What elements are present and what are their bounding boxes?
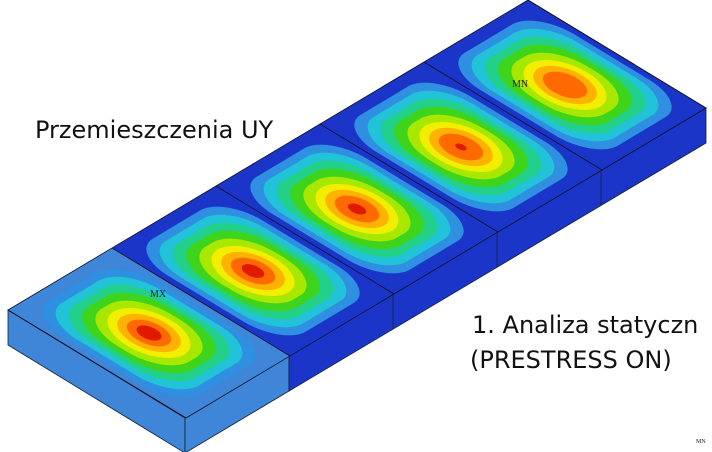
slab-top-face bbox=[8, 0, 706, 418]
contour-band bbox=[455, 143, 467, 151]
corner-marker: MN bbox=[696, 439, 706, 445]
panel-edge bbox=[216, 186, 394, 294]
min-marker: MN bbox=[512, 79, 528, 90]
contour-band bbox=[241, 264, 265, 278]
slab-outline bbox=[8, 0, 706, 418]
analysis-label: (PRESTRESS ON) bbox=[470, 346, 672, 374]
contour-band bbox=[136, 325, 162, 341]
analysis-label: 1. Analiza statyczn bbox=[472, 311, 698, 339]
panel-edges bbox=[392, 170, 602, 329]
contour-band bbox=[347, 203, 367, 215]
panel-edge bbox=[424, 62, 602, 170]
plot-title: Przemieszczenia UY bbox=[35, 116, 274, 144]
panel-edge bbox=[112, 248, 290, 356]
contour-band bbox=[542, 71, 588, 99]
max-marker: MX bbox=[150, 289, 167, 300]
panel-edge bbox=[320, 124, 498, 232]
